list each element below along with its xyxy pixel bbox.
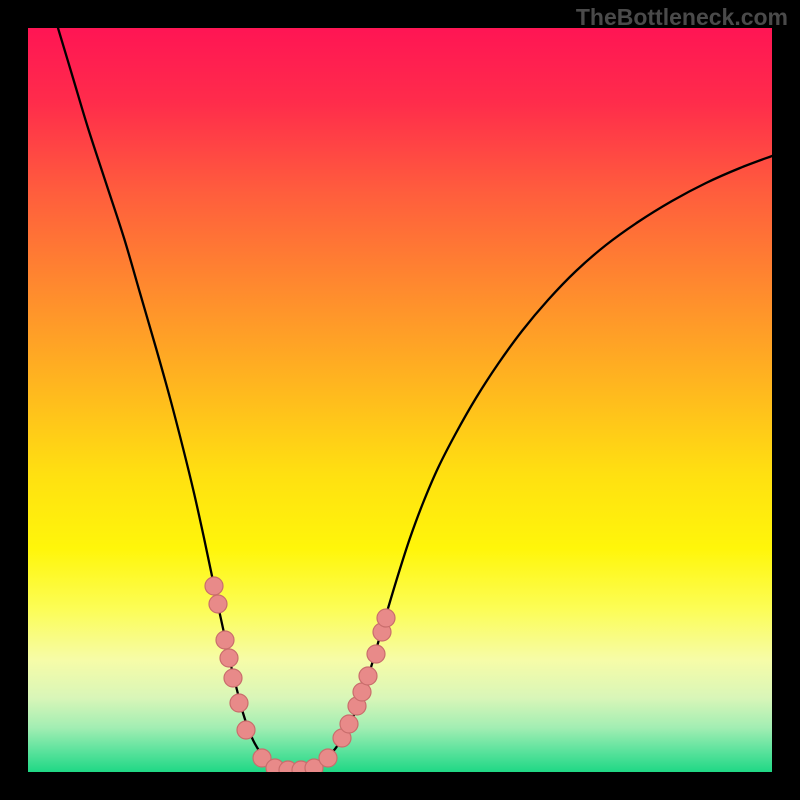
data-marker [377, 609, 395, 627]
data-marker [230, 694, 248, 712]
data-marker [209, 595, 227, 613]
watermark-text: TheBottleneck.com [576, 4, 788, 31]
data-marker [224, 669, 242, 687]
data-marker [237, 721, 255, 739]
data-marker [359, 667, 377, 685]
plot-area [28, 28, 772, 772]
gradient-background [28, 28, 772, 772]
data-marker [216, 631, 234, 649]
data-marker [353, 683, 371, 701]
data-marker [340, 715, 358, 733]
plot-svg [28, 28, 772, 772]
data-marker [220, 649, 238, 667]
data-marker [367, 645, 385, 663]
data-marker [319, 749, 337, 767]
data-marker [205, 577, 223, 595]
